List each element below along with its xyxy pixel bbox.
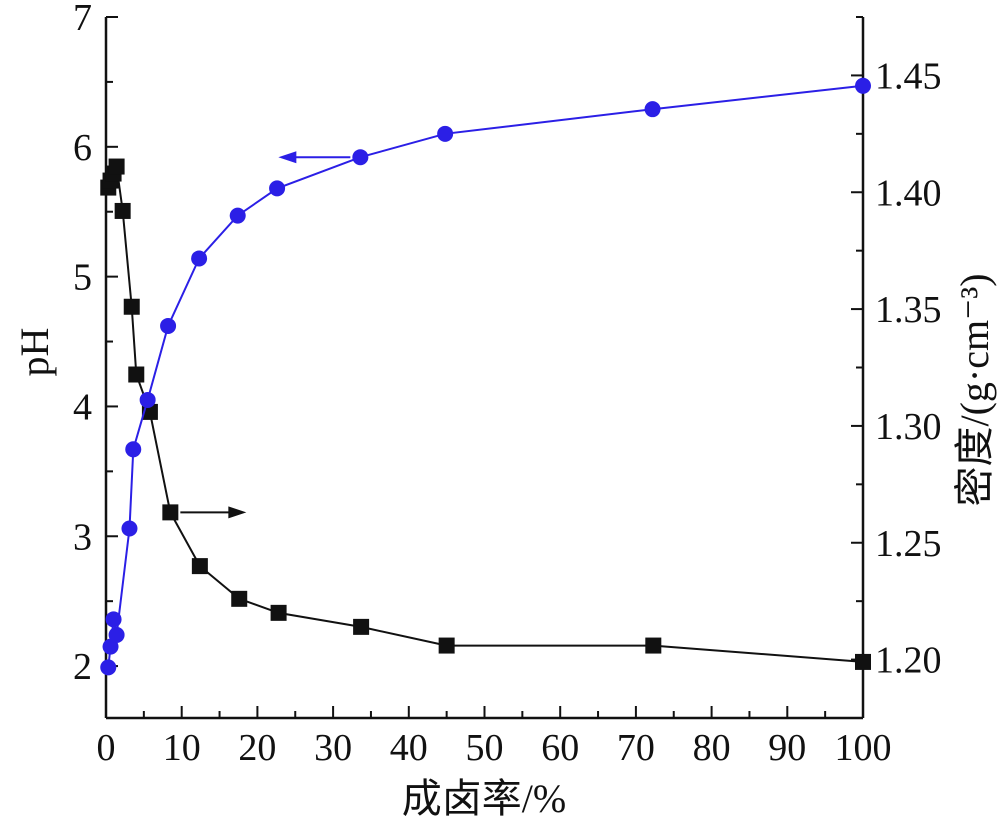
left-y-tick-label: 3	[73, 516, 92, 558]
left-arrow-head	[278, 151, 297, 164]
right-arrow-head	[228, 506, 247, 519]
density-point	[231, 590, 248, 607]
density-point	[128, 366, 145, 383]
x-tick-label: 50	[466, 727, 504, 769]
density-point	[108, 158, 125, 175]
density-point	[270, 604, 287, 621]
left-y-tick-label: 5	[73, 257, 92, 299]
right-y-tick-label: 1.45	[875, 55, 942, 97]
ph-point	[644, 101, 661, 118]
density-point	[438, 637, 455, 654]
ph-point	[121, 520, 138, 537]
right-y-tick-label: 1.25	[875, 523, 942, 565]
right-y-tick-label: 1.40	[875, 172, 942, 214]
x-axis-title: 成卤率/%	[402, 776, 566, 821]
ph-point	[125, 441, 142, 458]
axes-group	[104, 17, 865, 720]
ph-point	[100, 659, 117, 676]
ph-point	[191, 250, 208, 267]
left-y-tick-label: 7	[73, 0, 92, 39]
ph-series-line	[107, 84, 864, 668]
ph-point	[105, 611, 122, 628]
x-tick-label: 0	[97, 727, 116, 769]
x-tick-label: 10	[163, 727, 201, 769]
density-point	[191, 558, 208, 575]
ph-point	[229, 207, 246, 224]
right-y-tick-group: 1.20 1.25 1.30 1.35 1.40 1.45	[851, 16, 942, 682]
density-point	[353, 618, 370, 635]
left-y-tick-group: 2 3 4 5 6 7	[73, 0, 118, 688]
density-point	[855, 653, 871, 670]
right-y-tick-label: 1.20	[875, 640, 942, 682]
density-point	[123, 298, 140, 315]
right-y-tick-label: 1.35	[875, 289, 942, 331]
ph-point	[855, 77, 871, 94]
density-point	[162, 504, 179, 521]
density-point	[114, 202, 131, 219]
x-tick-label: 30	[314, 727, 352, 769]
ph-point	[160, 317, 177, 334]
ph-point	[108, 626, 125, 643]
annotation-group	[180, 151, 351, 519]
x-tick-label: 70	[617, 727, 655, 769]
ph-point	[269, 180, 286, 197]
left-y-tick-label: 4	[73, 386, 92, 428]
left-y-tick-label: 2	[73, 646, 92, 688]
x-tick-label: 20	[238, 727, 276, 769]
x-tick-label: 100	[835, 727, 892, 769]
x-tick-group: 0 10 20 30 40 50 60 70 80 90 100	[97, 706, 892, 769]
left-y-axis-title: pH	[12, 328, 57, 377]
x-tick-label: 90	[768, 727, 806, 769]
x-tick-label: 80	[693, 727, 731, 769]
ph-point	[437, 125, 454, 142]
density-point	[645, 637, 662, 654]
left-y-tick-label: 6	[73, 127, 92, 169]
right-y-axis-title: 密度/(g·cm⁻³)	[952, 273, 997, 506]
right-y-tick-label: 1.30	[875, 406, 942, 448]
x-tick-label: 60	[541, 727, 579, 769]
series-group	[100, 77, 871, 676]
x-tick-label: 40	[390, 727, 428, 769]
ph-point	[139, 391, 156, 408]
density-series-line	[107, 162, 864, 663]
ph-point	[352, 149, 369, 166]
